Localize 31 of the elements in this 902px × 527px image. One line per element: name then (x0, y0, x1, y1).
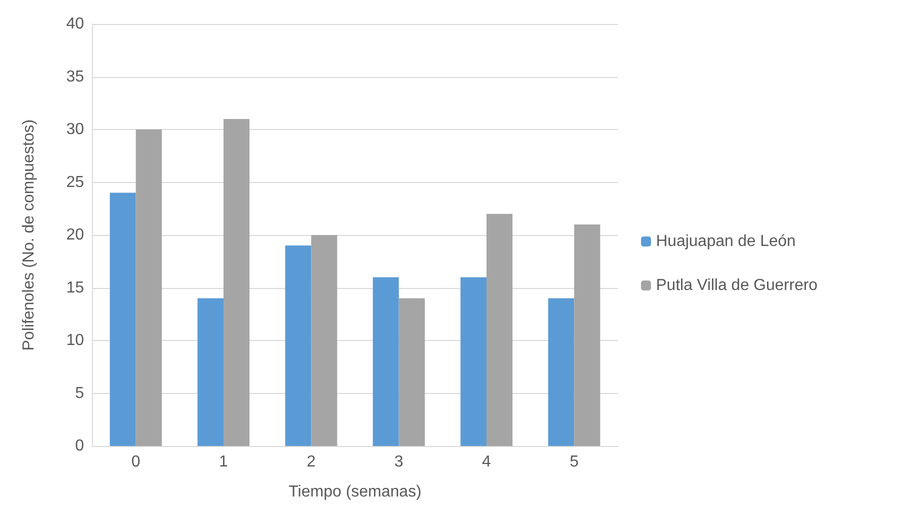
bar (285, 246, 312, 446)
bar (372, 277, 399, 446)
bar (311, 235, 338, 446)
bar (110, 192, 136, 446)
bar (398, 298, 425, 446)
y-tick-label: 15 (66, 279, 84, 296)
x-tick-label: 3 (394, 454, 404, 470)
y-tick-label: 35 (66, 68, 84, 86)
x-tick-label: 1 (219, 454, 228, 470)
bar (136, 130, 162, 446)
bar (574, 224, 600, 446)
y-tick-label: 25 (66, 174, 84, 191)
legend-label: Putla Villa de Guerrero (656, 277, 818, 294)
y-tick-label: 10 (66, 332, 84, 349)
bar (198, 298, 224, 446)
bar (486, 214, 512, 446)
y-tick-label: 40 (66, 16, 84, 32)
bar (548, 298, 574, 446)
y-tick-label: 20 (66, 226, 84, 244)
y-axis-title: Polifenoles (No. de compuestos) (20, 119, 38, 351)
x-tick-label: 4 (482, 454, 492, 470)
x-tick-label: 0 (131, 454, 140, 470)
bar (460, 277, 486, 446)
y-tick-label: 0 (75, 438, 84, 454)
legend-label: Huajuapan de León (656, 233, 796, 250)
y-tick-label: 30 (66, 121, 84, 138)
y-tick-label: 5 (75, 384, 84, 402)
x-tick-label: 5 (570, 454, 579, 470)
x-tick-label: 2 (306, 454, 316, 470)
x-axis-title: Tiempo (semanas) (288, 484, 422, 500)
bar (224, 118, 250, 446)
